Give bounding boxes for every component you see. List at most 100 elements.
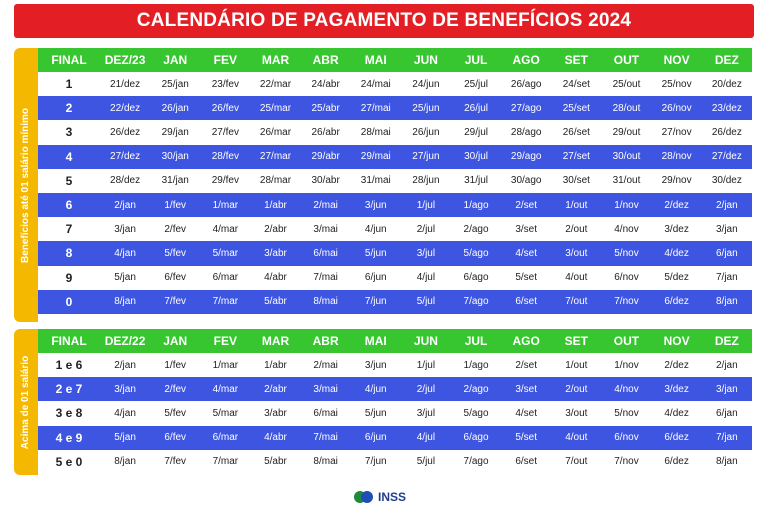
payment-date-cell: 27/dez xyxy=(701,144,752,169)
payment-date-cell: 28/mar xyxy=(250,168,301,193)
column-header-month: FEV xyxy=(200,329,251,353)
payment-date-cell: 27/jun xyxy=(400,144,451,169)
final-digit-cell: 3 xyxy=(38,120,100,145)
payment-date-cell: 6/jun xyxy=(350,425,401,450)
payment-date-cell: 27/mai xyxy=(350,96,401,121)
payment-date-cell: 31/out xyxy=(601,168,652,193)
column-header-month: JUL xyxy=(450,48,502,72)
payment-date-cell: 2/fev xyxy=(150,217,201,242)
section-above-min-wage: Acima de 01 salário FINAL DEZ/22 JAN FEV MAR… xyxy=(14,329,752,475)
payment-date-cell: 30/abr xyxy=(300,168,351,193)
payment-date-cell: 4/jul xyxy=(400,425,451,450)
payment-date-cell: 8/jan xyxy=(100,449,151,474)
payment-date-cell: 4/jan xyxy=(100,401,151,426)
column-header-month: JAN xyxy=(150,329,201,353)
payment-date-cell: 7/out xyxy=(551,289,602,314)
payment-date-cell: 5/ago xyxy=(450,401,502,426)
payment-date-cell: 3/mai xyxy=(300,377,351,402)
payment-date-cell: 2/mai xyxy=(300,353,351,378)
payment-date-cell: 2/fev xyxy=(150,377,201,402)
payment-date-cell: 5/nov xyxy=(601,241,652,266)
payment-date-cell: 7/mar xyxy=(200,289,251,314)
final-digit-cell: 0 xyxy=(38,289,100,314)
column-header-month: AGO xyxy=(501,329,552,353)
payment-date-cell: 27/mar xyxy=(250,144,301,169)
payment-date-cell: 4/mar xyxy=(200,377,251,402)
table-row: 9 5/jan 6/fev 6/mar 4/abr 7/mai 6/jun 4/jul 6/ag… xyxy=(38,265,752,290)
payment-date-cell: 28/dez xyxy=(100,168,151,193)
column-header-month: DEZ xyxy=(701,329,752,353)
column-header-month: MAR xyxy=(250,329,301,353)
column-header-month: DEZ xyxy=(701,48,752,72)
table-row: 6 2/jan 1/fev 1/mar 1/abr 2/mai 3/jun 1/jul 1/ag… xyxy=(38,192,752,218)
payment-date-cell: 24/mai xyxy=(350,72,401,97)
payment-date-cell: 3/jan xyxy=(100,217,151,242)
side-label-tab: Acima de 01 salário xyxy=(14,329,38,475)
column-header-month: AGO xyxy=(501,48,552,72)
payment-date-cell: 27/fev xyxy=(200,120,251,145)
payment-date-cell: 28/ago xyxy=(501,120,552,145)
payment-date-cell: 6/mar xyxy=(200,265,251,290)
column-header-month: JUN xyxy=(400,329,451,353)
payment-date-cell: 2/ago xyxy=(450,217,502,242)
payment-date-cell: 28/nov xyxy=(651,144,702,169)
payment-date-cell: 3/out xyxy=(551,401,602,426)
payment-date-cell: 25/mar xyxy=(250,96,301,121)
side-label-tab: Benefícios até 01 salário mínimo xyxy=(14,48,38,322)
final-digit-cell: 6 xyxy=(38,192,100,218)
payment-date-cell: 25/jun xyxy=(400,96,451,121)
payment-date-cell: 29/ago xyxy=(501,144,552,169)
payment-date-cell: 7/jan xyxy=(701,265,752,290)
final-digit-cell: 4 xyxy=(38,144,100,169)
side-label: Benefícios até 01 salário mínimo xyxy=(20,107,32,263)
payment-date-cell: 2/set xyxy=(501,192,552,218)
payment-date-cell: 27/nov xyxy=(651,120,702,145)
column-header-month: JUL xyxy=(450,329,502,353)
payment-date-cell: 7/jun xyxy=(350,449,401,474)
column-header-month: NOV xyxy=(651,329,702,353)
payment-date-cell: 7/mar xyxy=(200,449,251,474)
payment-date-cell: 1/abr xyxy=(250,192,301,218)
payment-date-cell: 29/nov xyxy=(651,168,702,193)
payment-date-cell: 4/mar xyxy=(200,217,251,242)
payment-date-cell: 24/set xyxy=(551,72,602,97)
table-row: 5 e 0 8/jan 7/fev 7/mar 5/abr 8/mai 7/jun 5/jul… xyxy=(38,449,752,474)
payment-date-cell: 6/set xyxy=(501,449,552,474)
payment-date-cell: 5/jun xyxy=(350,401,401,426)
payment-table: FINAL DEZ/22 JAN FEV MAR ABR MAI JUN JUL AGO SET OU… xyxy=(38,329,752,475)
column-header-final: FINAL xyxy=(38,48,100,72)
payment-date-cell: 5/nov xyxy=(601,401,652,426)
payment-date-cell: 6/nov xyxy=(601,425,652,450)
payment-date-cell: 29/out xyxy=(601,120,652,145)
column-header-month: SET xyxy=(551,48,602,72)
payment-date-cell: 8/mai xyxy=(300,289,351,314)
section-up-to-min-wage: Benefícios até 01 salário mínimo FINAL DE… xyxy=(14,48,752,322)
payment-date-cell: 3/jan xyxy=(701,377,752,402)
column-header-month: JAN xyxy=(150,48,201,72)
table-row: 1 21/dez 25/jan 23/fev 22/mar 24/abr 24/mai 24/… xyxy=(38,72,752,97)
payment-date-cell: 31/mai xyxy=(350,168,401,193)
table-row: 7 3/jan 2/fev 4/mar 2/abr 3/mai 4/jun 2/jul 2/ag… xyxy=(38,217,752,242)
payment-date-cell: 7/jun xyxy=(350,289,401,314)
payment-date-cell: 4/dez xyxy=(651,241,702,266)
payment-date-cell: 24/abr xyxy=(300,72,351,97)
table-row: 8 4/jan 5/fev 5/mar 3/abr 6/mai 5/jun 3/jul 5/ag… xyxy=(38,241,752,266)
payment-date-cell: 26/fev xyxy=(200,96,251,121)
column-header-month: NOV xyxy=(651,48,702,72)
payment-date-cell: 30/set xyxy=(551,168,602,193)
payment-date-cell: 25/out xyxy=(601,72,652,97)
payment-date-cell: 3/jan xyxy=(701,217,752,242)
payment-date-cell: 1/fev xyxy=(150,192,201,218)
payment-date-cell: 1/jul xyxy=(400,192,451,218)
table-row: 0 8/jan 7/fev 7/mar 5/abr 8/mai 7/jun 5/jul 7/ag… xyxy=(38,289,752,314)
column-header-month: MAI xyxy=(350,329,401,353)
payment-date-cell: 26/set xyxy=(551,120,602,145)
payment-date-cell: 2/dez xyxy=(651,353,702,378)
payment-date-cell: 2/out xyxy=(551,377,602,402)
payment-date-cell: 7/out xyxy=(551,449,602,474)
payment-date-cell: 21/dez xyxy=(100,72,151,97)
payment-date-cell: 6/fev xyxy=(150,265,201,290)
payment-date-cell: 7/mai xyxy=(300,425,351,450)
payment-date-cell: 25/jan xyxy=(150,72,201,97)
payment-date-cell: 7/fev xyxy=(150,289,201,314)
